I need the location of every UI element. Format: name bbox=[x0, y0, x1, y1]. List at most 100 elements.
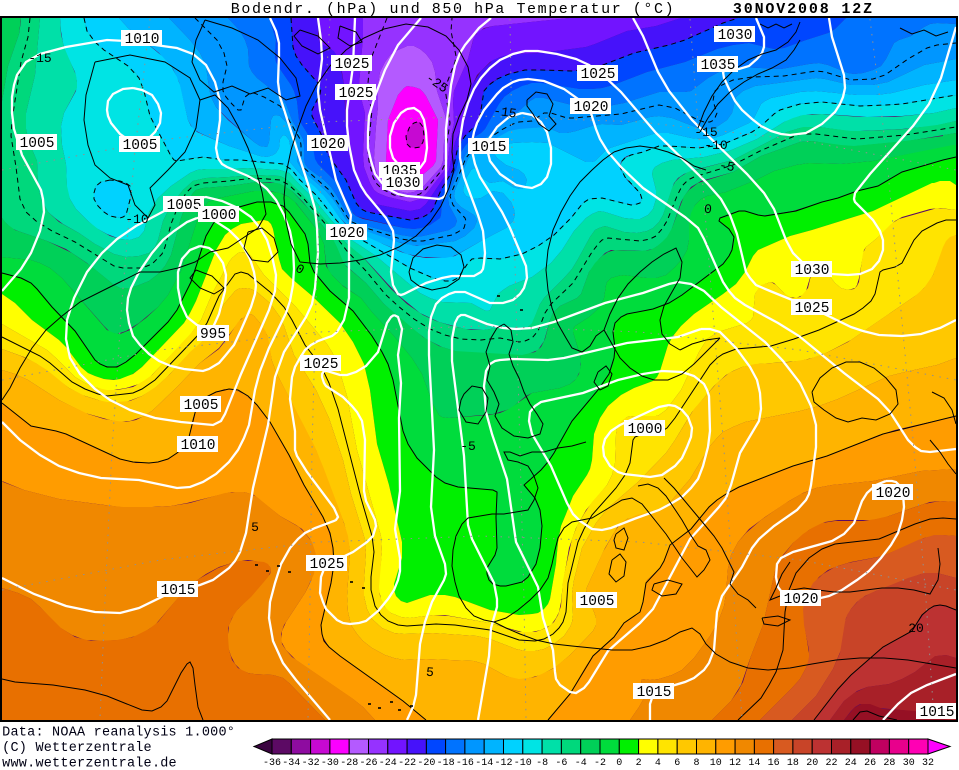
svg-text:e: e bbox=[44, 741, 52, 756]
svg-text:.: . bbox=[305, 1, 314, 18]
svg-text:t: t bbox=[110, 741, 118, 756]
svg-text:D: D bbox=[2, 726, 10, 741]
svg-text:(: ( bbox=[2, 741, 10, 756]
svg-text:e: e bbox=[527, 1, 536, 18]
svg-text:l: l bbox=[135, 741, 143, 756]
svg-text:-8: -8 bbox=[536, 758, 548, 769]
svg-text:r: r bbox=[77, 757, 85, 770]
svg-text:.: . bbox=[152, 757, 160, 770]
svg-text:°: ° bbox=[227, 726, 235, 741]
svg-text:e: e bbox=[169, 757, 177, 770]
svg-text:C: C bbox=[10, 741, 18, 756]
svg-text:r: r bbox=[569, 1, 578, 18]
svg-text:r: r bbox=[119, 741, 127, 756]
svg-text:e: e bbox=[69, 757, 77, 770]
svg-text:-10: -10 bbox=[704, 138, 727, 153]
svg-text:t: t bbox=[60, 741, 68, 756]
svg-text:): ) bbox=[19, 741, 27, 756]
svg-text:t: t bbox=[590, 1, 599, 18]
svg-text:r: r bbox=[94, 726, 102, 741]
svg-text:-4: -4 bbox=[575, 758, 587, 769]
svg-text:o: o bbox=[241, 1, 250, 18]
svg-text:1025: 1025 bbox=[304, 357, 339, 373]
svg-text:-28: -28 bbox=[340, 758, 358, 769]
svg-text:i: i bbox=[160, 726, 168, 741]
svg-text:2: 2 bbox=[787, 1, 796, 18]
svg-text:e: e bbox=[69, 741, 77, 756]
svg-text:0: 0 bbox=[744, 1, 753, 18]
svg-text:z: z bbox=[85, 757, 93, 770]
svg-text:Z: Z bbox=[863, 1, 872, 18]
svg-text:A: A bbox=[69, 726, 78, 741]
svg-text:a: a bbox=[580, 1, 589, 18]
svg-text:2: 2 bbox=[636, 758, 642, 769]
svg-text:(: ( bbox=[326, 1, 335, 18]
svg-text:O: O bbox=[60, 726, 68, 741]
svg-text:): ) bbox=[368, 1, 377, 18]
svg-text:r: r bbox=[612, 1, 621, 18]
svg-text:30: 30 bbox=[903, 758, 915, 769]
svg-text:8: 8 bbox=[820, 1, 829, 18]
svg-text:d: d bbox=[411, 1, 420, 18]
svg-text:r: r bbox=[77, 741, 85, 756]
svg-text:20: 20 bbox=[806, 758, 818, 769]
svg-text:h: h bbox=[337, 1, 346, 18]
svg-text:a: a bbox=[127, 741, 135, 756]
svg-text:1015: 1015 bbox=[920, 705, 955, 721]
svg-text:-10: -10 bbox=[125, 212, 148, 227]
svg-text:1030: 1030 bbox=[795, 263, 830, 279]
svg-text:5: 5 bbox=[442, 1, 451, 18]
svg-text:w: w bbox=[10, 757, 18, 770]
svg-text:8: 8 bbox=[693, 758, 699, 769]
svg-text:1025: 1025 bbox=[310, 557, 345, 573]
svg-text:O: O bbox=[765, 1, 774, 18]
svg-text:5: 5 bbox=[425, 665, 434, 681]
svg-text:4: 4 bbox=[655, 758, 661, 769]
svg-text:n: n bbox=[273, 1, 282, 18]
svg-text:C: C bbox=[654, 1, 663, 18]
svg-text:1025: 1025 bbox=[335, 57, 370, 73]
svg-text:N: N bbox=[52, 726, 60, 741]
svg-text:-10: -10 bbox=[514, 758, 532, 769]
svg-text:.: . bbox=[194, 726, 202, 741]
svg-text:1010: 1010 bbox=[181, 438, 216, 454]
svg-text:14: 14 bbox=[748, 758, 760, 769]
svg-text:-36: -36 bbox=[263, 758, 281, 769]
svg-text:y: y bbox=[144, 726, 152, 741]
svg-text:1020: 1020 bbox=[574, 100, 609, 116]
svg-text:8: 8 bbox=[432, 1, 441, 18]
svg-text:995: 995 bbox=[200, 327, 226, 343]
svg-text:3: 3 bbox=[733, 1, 742, 18]
svg-text:0: 0 bbox=[703, 202, 712, 218]
svg-text:T: T bbox=[516, 1, 525, 18]
svg-text:r: r bbox=[294, 1, 303, 18]
svg-text:n: n bbox=[400, 1, 409, 18]
svg-text:1005: 1005 bbox=[580, 594, 615, 610]
svg-text:w: w bbox=[19, 757, 27, 770]
svg-text:s: s bbox=[152, 726, 160, 741]
svg-text:0: 0 bbox=[809, 1, 818, 18]
svg-text:-14: -14 bbox=[475, 758, 493, 769]
svg-text:l: l bbox=[135, 726, 143, 741]
svg-text:1020: 1020 bbox=[311, 137, 346, 153]
svg-text:(: ( bbox=[633, 1, 642, 18]
svg-text:u: u bbox=[389, 1, 398, 18]
svg-text:e: e bbox=[102, 726, 110, 741]
svg-text:a: a bbox=[10, 726, 18, 741]
svg-text::: : bbox=[35, 726, 43, 741]
svg-text:): ) bbox=[665, 1, 674, 18]
svg-text:-5: -5 bbox=[460, 439, 476, 454]
svg-text:e: e bbox=[144, 741, 152, 756]
svg-text:0: 0 bbox=[202, 726, 210, 741]
svg-text:n: n bbox=[102, 741, 110, 756]
svg-text:1005: 1005 bbox=[184, 398, 219, 414]
svg-text:e: e bbox=[94, 757, 102, 770]
svg-text:1025: 1025 bbox=[795, 301, 830, 317]
svg-text:-34: -34 bbox=[282, 758, 300, 769]
svg-text:1025: 1025 bbox=[581, 67, 616, 83]
svg-text:-15: -15 bbox=[694, 125, 717, 140]
svg-text:0: 0 bbox=[453, 1, 462, 18]
svg-text:-6: -6 bbox=[555, 758, 567, 769]
svg-text:1010: 1010 bbox=[125, 32, 160, 48]
svg-text:-12: -12 bbox=[494, 758, 512, 769]
